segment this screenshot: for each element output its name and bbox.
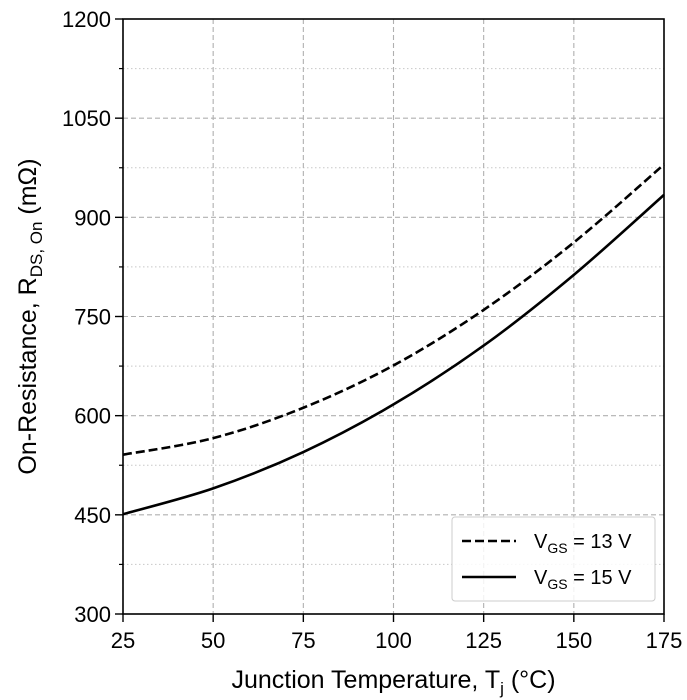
- x-axis-label: Junction Temperature, Tj (°C): [231, 666, 555, 698]
- x-tick-label: 100: [375, 628, 412, 653]
- y-tick-label: 750: [74, 305, 111, 330]
- x-tick-label: 75: [291, 628, 315, 653]
- legend-label-vgs-13v: VGS = 13 V: [534, 531, 632, 556]
- y-tick-label: 300: [74, 602, 111, 627]
- axis-ticks: 300 450 600 750 900 1050 1200 25 50 75 100 125 150 17…: [62, 7, 682, 653]
- series-line-0: [122, 163, 665, 456]
- y-tick-label: 900: [74, 205, 111, 230]
- series-line-1: [122, 193, 665, 516]
- y-tick-label: 1200: [62, 7, 111, 32]
- y-tick-label: 600: [74, 404, 111, 429]
- x-tick-label: 175: [646, 628, 683, 653]
- legend-box: [451, 516, 656, 602]
- x-tick-label: 25: [111, 628, 135, 653]
- x-tick-label: 125: [465, 628, 502, 653]
- x-tick-label: 50: [201, 628, 225, 653]
- legend-label-vgs-15v: VGS = 15 V: [534, 567, 632, 592]
- y-axis-label: On-Resistance, RDS, On (mΩ): [14, 158, 46, 474]
- y-tick-label: 450: [74, 503, 111, 528]
- legend: VGS = 13 V VGS = 15 V: [451, 516, 656, 602]
- x-tick-label: 150: [555, 628, 592, 653]
- series-lines: [122, 163, 665, 516]
- y-tick-label: 1050: [62, 106, 111, 131]
